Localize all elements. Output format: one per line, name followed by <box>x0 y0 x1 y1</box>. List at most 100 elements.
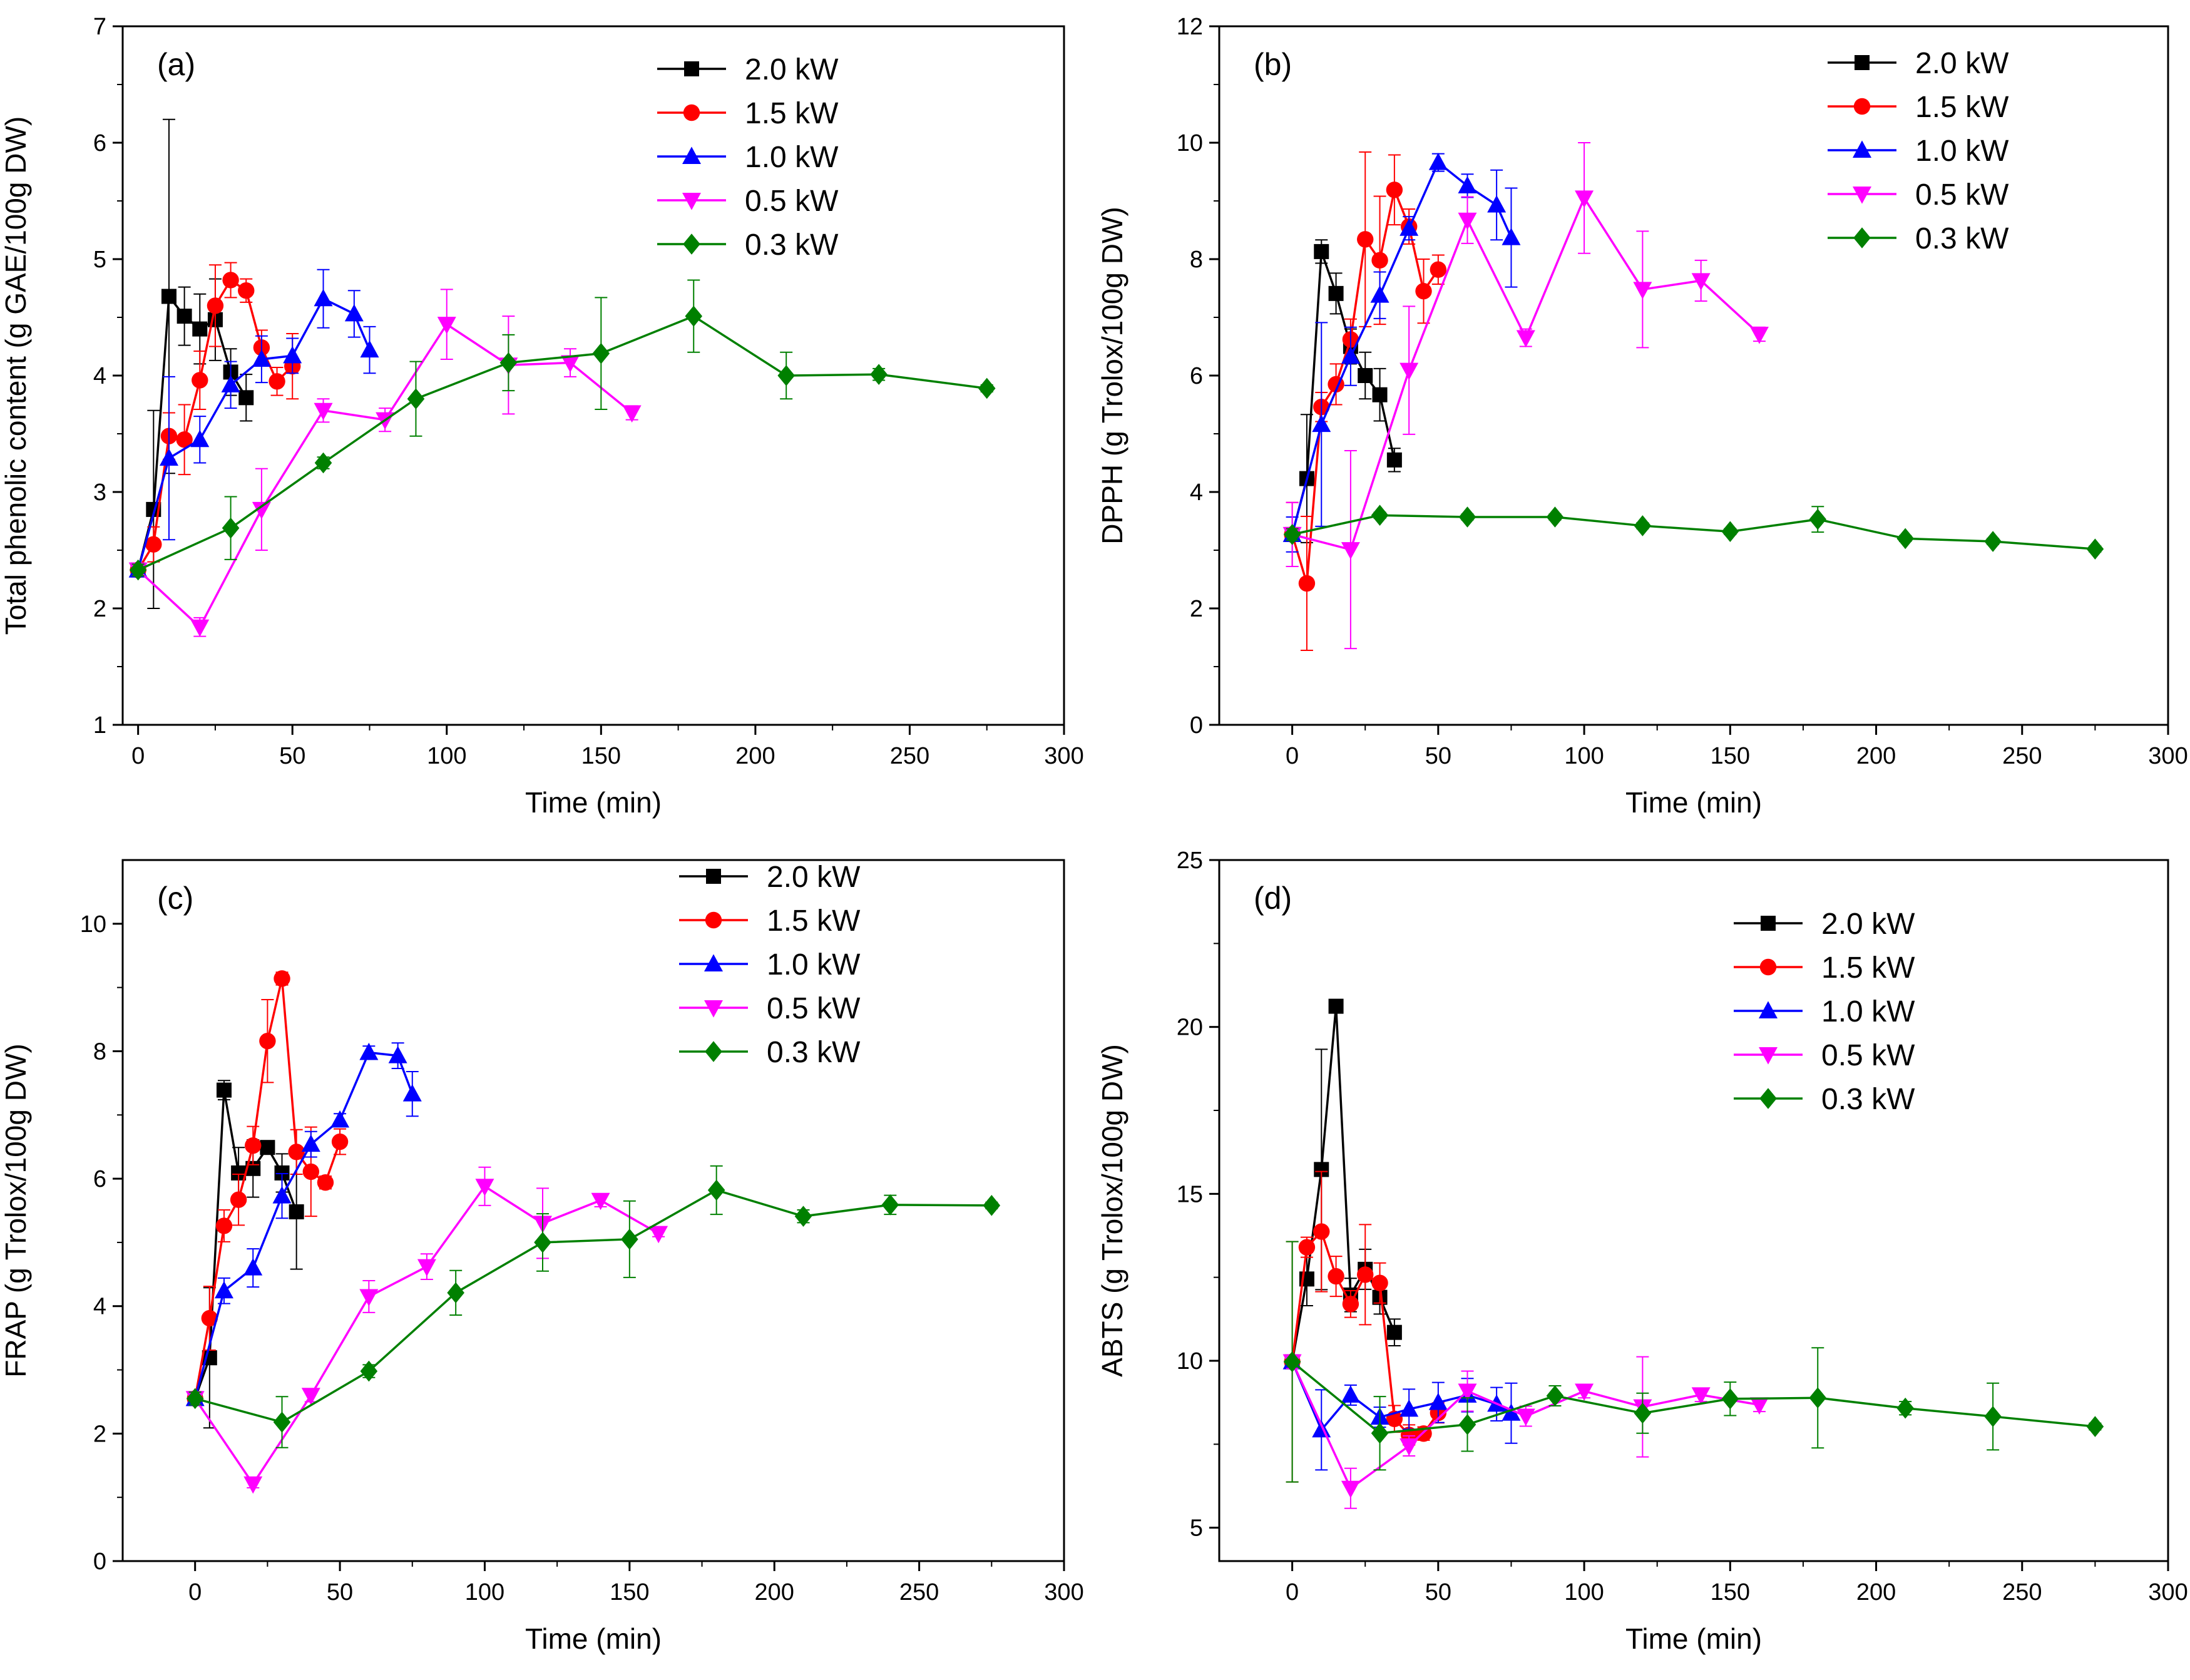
legend-marker <box>1855 55 1870 70</box>
data-point <box>301 1134 320 1152</box>
series-0-3-kW <box>129 279 996 581</box>
legend-label: 1.5 kW <box>1821 951 1915 985</box>
x-axis-label: Time (min) <box>525 1622 662 1655</box>
data-point <box>1721 521 1739 543</box>
data-point <box>978 377 996 399</box>
legend-marker <box>1759 958 1777 976</box>
legend-label: 0.5 kW <box>1821 1039 1915 1072</box>
legend-label: 2.0 kW <box>1821 908 1915 941</box>
data-point <box>2086 1416 2104 1437</box>
legend-label: 1.0 kW <box>1821 995 1915 1028</box>
data-point <box>230 1191 247 1208</box>
legend: 2.0 kW 1.5 kW 1.0 kW 0.5 kW 0.3 kW <box>679 861 861 1069</box>
data-point <box>1357 231 1374 248</box>
series-1-5-kW <box>1284 151 1447 651</box>
data-point <box>1896 528 1914 550</box>
data-point <box>621 1229 638 1250</box>
y-tick-label: 15 <box>1177 1181 1203 1207</box>
data-point <box>1399 218 1419 236</box>
data-point <box>1575 190 1594 208</box>
legend-label: 1.0 kW <box>1915 135 2009 168</box>
data-point <box>794 1206 812 1227</box>
series-1-5-kW <box>130 262 301 578</box>
x-tick-label: 150 <box>1711 743 1750 769</box>
data-point <box>360 1360 378 1382</box>
data-point <box>314 452 332 474</box>
data-point <box>1691 273 1711 291</box>
data-point <box>1546 1385 1564 1406</box>
series-0-5-kW <box>1282 1354 1769 1509</box>
y-tick-label: 12 <box>1177 14 1203 40</box>
legend-marker <box>704 954 723 971</box>
data-point <box>359 1042 379 1060</box>
series-0-5-kW <box>1282 142 1769 650</box>
data-point <box>592 342 610 364</box>
panel-label: (a) <box>157 47 195 82</box>
data-point <box>1328 285 1344 301</box>
legend: 2.0 kW 1.5 kW 1.0 kW 0.5 kW 0.3 kW <box>1734 908 1915 1116</box>
x-tick-label: 200 <box>755 1579 794 1606</box>
data-point <box>1458 1383 1477 1401</box>
data-point <box>870 364 888 385</box>
data-point <box>269 373 285 390</box>
x-tick-label: 50 <box>1425 743 1451 769</box>
series-2-0-kW <box>187 1080 304 1429</box>
data-point <box>314 289 333 307</box>
data-point <box>190 619 210 637</box>
data-point <box>1984 531 2002 552</box>
series-1-5-kW <box>187 970 349 1407</box>
y-tick-label: 4 <box>93 363 106 389</box>
data-point <box>186 1388 204 1410</box>
data-point <box>1371 252 1388 269</box>
data-point <box>1721 1388 1739 1410</box>
data-point <box>534 1232 551 1253</box>
x-axis-label: Time (min) <box>1625 1622 1762 1655</box>
data-point <box>1371 1274 1388 1291</box>
data-point <box>417 1259 436 1277</box>
legend-label: 0.5 kW <box>767 992 861 1025</box>
legend-marker <box>684 61 699 76</box>
data-point <box>1415 282 1432 300</box>
series-line <box>195 1189 992 1423</box>
series-1-5-kW <box>1284 1170 1447 1483</box>
data-point <box>1341 542 1360 560</box>
data-point <box>1984 1406 2002 1427</box>
x-tick-label: 0 <box>1286 1579 1299 1606</box>
data-point <box>1283 1351 1301 1373</box>
plot-frame <box>1218 859 2169 1562</box>
data-point <box>243 1476 263 1494</box>
data-point <box>1298 1239 1316 1256</box>
data-point <box>238 390 254 406</box>
legend-marker <box>683 104 700 121</box>
data-point <box>1502 1403 1521 1421</box>
x-axis-label: Time (min) <box>525 786 662 819</box>
data-point <box>216 1082 232 1098</box>
data-point <box>301 1388 320 1405</box>
data-point <box>1809 508 1827 530</box>
y-tick-label: 1 <box>93 712 106 739</box>
x-tick-label: 250 <box>2002 1579 2042 1606</box>
data-point <box>1312 414 1331 433</box>
data-point <box>1341 346 1360 364</box>
data-point <box>159 448 178 466</box>
x-tick-label: 200 <box>1856 1579 1896 1606</box>
data-point <box>331 1133 349 1150</box>
y-tick-label: 20 <box>1177 1015 1203 1041</box>
x-tick-label: 250 <box>899 1579 939 1606</box>
data-point <box>222 272 239 289</box>
data-point <box>1386 1324 1402 1340</box>
series-line <box>136 293 247 571</box>
legend-label: 1.0 kW <box>745 141 839 174</box>
data-point <box>1399 1399 1419 1417</box>
data-point <box>221 375 240 392</box>
data-point <box>402 1084 422 1102</box>
x-tick-label: 150 <box>610 1579 649 1606</box>
data-point <box>273 1411 291 1433</box>
data-point <box>1428 1393 1448 1410</box>
data-point <box>1386 182 1403 198</box>
legend-marker <box>682 146 701 164</box>
data-point <box>1399 1438 1419 1456</box>
x-tick-label: 200 <box>1856 743 1896 769</box>
panel-label: (b) <box>1254 47 1292 82</box>
data-point <box>222 517 240 539</box>
